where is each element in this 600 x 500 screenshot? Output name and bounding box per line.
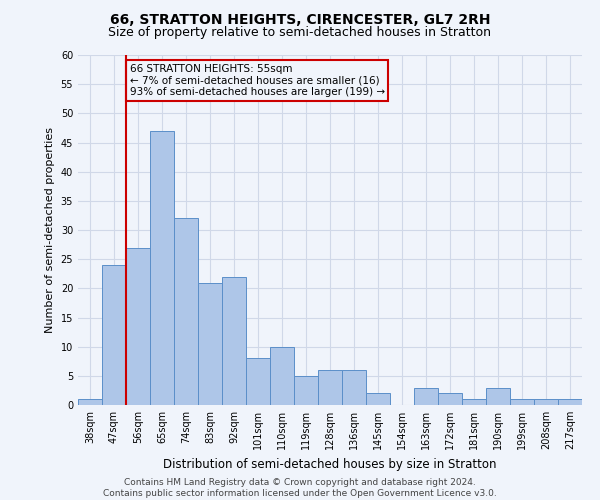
Text: 66, STRATTON HEIGHTS, CIRENCESTER, GL7 2RH: 66, STRATTON HEIGHTS, CIRENCESTER, GL7 2… [110, 12, 490, 26]
Bar [558, 399, 582, 405]
Bar [510, 399, 534, 405]
Bar [102, 265, 126, 405]
Bar [78, 399, 102, 405]
Text: Size of property relative to semi-detached houses in Stratton: Size of property relative to semi-detach… [109, 26, 491, 39]
Bar [198, 282, 222, 405]
X-axis label: Distribution of semi-detached houses by size in Stratton: Distribution of semi-detached houses by … [163, 458, 497, 470]
Bar [150, 131, 174, 405]
Y-axis label: Number of semi-detached properties: Number of semi-detached properties [45, 127, 55, 333]
Bar [126, 248, 150, 405]
Text: 66 STRATTON HEIGHTS: 55sqm
← 7% of semi-detached houses are smaller (16)
93% of : 66 STRATTON HEIGHTS: 55sqm ← 7% of semi-… [130, 64, 385, 97]
Bar [366, 394, 390, 405]
Bar [486, 388, 510, 405]
Bar [534, 399, 558, 405]
Bar [174, 218, 198, 405]
Bar [342, 370, 366, 405]
Bar [246, 358, 270, 405]
Bar [270, 346, 294, 405]
Bar [222, 276, 246, 405]
Bar [462, 399, 486, 405]
Bar [414, 388, 438, 405]
Bar [294, 376, 318, 405]
Bar [438, 394, 462, 405]
Text: Contains HM Land Registry data © Crown copyright and database right 2024.
Contai: Contains HM Land Registry data © Crown c… [103, 478, 497, 498]
Bar [318, 370, 342, 405]
